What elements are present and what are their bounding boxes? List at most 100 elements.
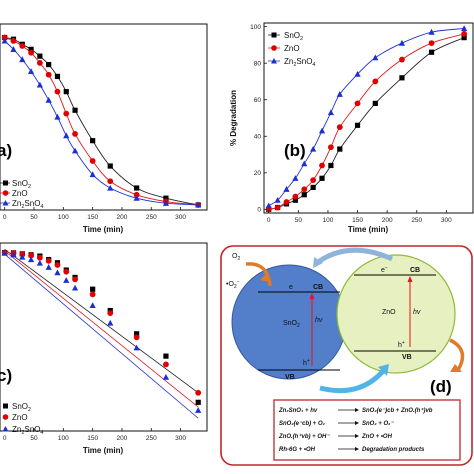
panel-b-xlabel: Time (min)	[348, 225, 389, 234]
legend-a-sno2-marker	[3, 180, 8, 186]
data-point	[133, 191, 140, 198]
data-point	[63, 110, 70, 117]
y-tick-label: 40	[254, 134, 262, 141]
reaction-arrowhead	[355, 434, 359, 438]
panel-b-chart: 0 50 100 150 200 250 300 0 20 40 60 80 100 Time (min…	[229, 22, 474, 234]
data-point	[89, 158, 96, 164]
x-tick-label: 0	[3, 214, 7, 221]
data-point	[428, 49, 435, 55]
data-point	[28, 46, 34, 52]
data-point	[63, 268, 70, 275]
data-point	[336, 124, 343, 131]
data-point	[72, 276, 78, 283]
series-line	[4, 40, 199, 206]
x-tick-label: 300	[175, 214, 186, 221]
data-point	[54, 113, 61, 120]
legend-a-zn2sno4: Zn2SnO4	[12, 199, 43, 210]
data-point	[45, 257, 52, 264]
x-tick-label: 300	[441, 217, 452, 224]
equation-rhs: Degradation products	[362, 447, 425, 453]
oh-oxidation-arrowhead	[450, 364, 462, 372]
legend-b-zno-marker	[271, 45, 277, 51]
zno-hole-label: h+	[398, 340, 405, 349]
data-point	[28, 252, 34, 259]
sno2-vb-label: VB	[285, 374, 295, 381]
data-point	[54, 262, 61, 268]
data-point	[89, 302, 96, 309]
data-point	[107, 163, 113, 169]
hole-transfer-arrow	[319, 368, 386, 394]
data-point	[90, 286, 96, 292]
hole-transfer-arrowhead	[378, 364, 389, 376]
data-point	[372, 54, 379, 61]
data-point	[274, 204, 281, 211]
data-point	[45, 71, 52, 78]
data-point	[36, 59, 43, 66]
data-point	[163, 353, 169, 359]
data-point	[162, 200, 170, 206]
equation-lhs: ZnO.(h⁺vb) + OH⁻	[278, 433, 330, 440]
data-point	[10, 38, 17, 44]
data-point	[283, 199, 290, 205]
data-point	[461, 25, 468, 32]
panel-b-ylabel: % Degradation	[229, 90, 238, 146]
data-point	[1, 34, 8, 41]
legend-a-zn2sno4-marker	[2, 200, 9, 206]
x-tick-label: 250	[146, 435, 157, 442]
data-point	[319, 162, 325, 169]
data-point	[54, 73, 61, 80]
data-point	[162, 373, 170, 380]
data-point	[10, 46, 17, 52]
data-point	[283, 186, 290, 192]
data-point	[133, 334, 140, 341]
data-point	[46, 61, 52, 68]
zno-hv-arrowhead	[407, 276, 413, 282]
data-point	[319, 175, 325, 181]
data-point	[195, 389, 202, 396]
equation-lhs: Rh-6G + •OH	[279, 447, 316, 453]
data-point	[428, 28, 435, 35]
reaction-arrowhead	[355, 447, 359, 451]
data-point	[1, 249, 8, 256]
data-point	[71, 147, 79, 154]
y-tick-label: 80	[254, 60, 262, 67]
o2-reduction-arrowhead	[260, 272, 270, 282]
data-point	[328, 144, 334, 151]
data-point	[71, 284, 79, 291]
legend-b-sno2-marker	[271, 32, 277, 38]
zno-electron-label: e−	[381, 265, 388, 274]
data-point	[354, 70, 361, 77]
equation-rhs: SnO₂(e⁻)cb + ZnO.(h⁺)vb	[362, 407, 433, 414]
electron-transfer-arrowhead	[313, 257, 323, 268]
equation-lhs: SnO₂(e⁻cb) + O₂	[279, 421, 326, 427]
data-point	[54, 88, 61, 95]
legend-b-zno: ZnO	[284, 44, 300, 53]
panel-a-legend: SnO2 ZnO Zn2SnO4	[0, 179, 43, 210]
data-point	[301, 160, 308, 167]
data-point	[461, 35, 467, 41]
data-point	[63, 132, 70, 139]
y-tick-label: 0	[257, 207, 261, 214]
data-point	[54, 269, 61, 276]
legend-b-sno2: SnO2	[284, 31, 303, 42]
superoxide-label: •O2−	[226, 279, 240, 290]
x-tick-label: 100	[58, 214, 69, 221]
o2-label: O2	[232, 253, 240, 262]
x-tick-label: 150	[87, 435, 98, 442]
data-point	[372, 100, 378, 106]
equation-lhs: Zn₂SnO₄ + hv	[278, 408, 318, 414]
data-point	[274, 197, 281, 203]
data-point	[133, 194, 140, 201]
zno-label: ZnO	[382, 309, 396, 316]
x-tick-label: 200	[117, 214, 128, 221]
x-tick-label: 50	[30, 214, 38, 221]
data-point	[292, 197, 298, 203]
data-point	[301, 186, 308, 193]
x-tick-label: 150	[87, 214, 98, 221]
x-tick-label: 100	[58, 435, 69, 442]
data-point	[195, 201, 202, 208]
legend-c-sno2-marker	[3, 403, 8, 409]
legend-a-sno2: SnO2	[12, 179, 31, 190]
data-point	[36, 254, 43, 261]
